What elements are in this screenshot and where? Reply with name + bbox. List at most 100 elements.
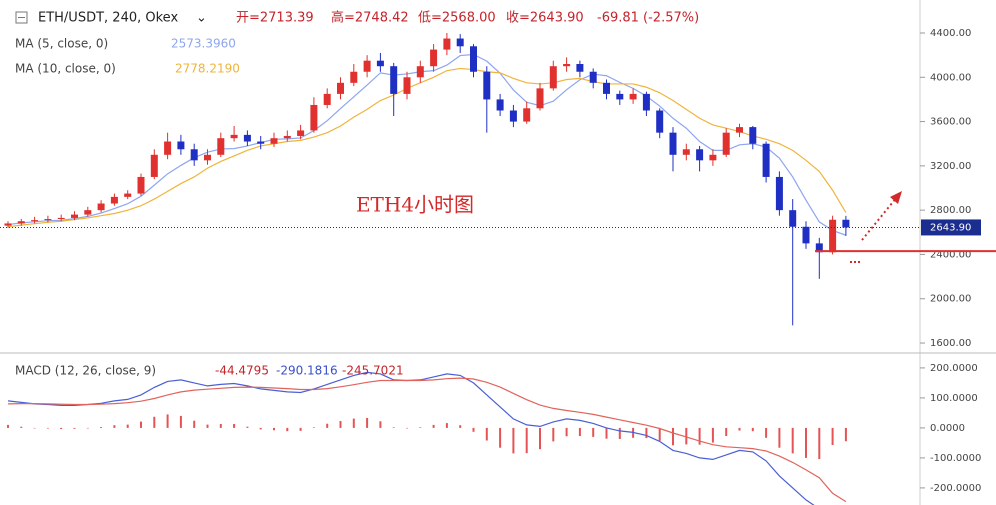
y-tick-label: 4400.00 [930,28,971,39]
candle-body [57,217,65,220]
macd-histogram-bar [539,427,541,450]
candle-body [243,134,251,142]
macd-histogram-bar [658,427,661,441]
candle-body [217,138,225,155]
macd-histogram-bar [219,424,222,428]
macd-histogram-bar [352,418,355,428]
candle-body [270,138,278,144]
candle-body [762,143,770,177]
candle-body [736,127,743,133]
macd-histogram-bar [126,424,129,428]
macd-histogram-bar [153,416,156,428]
y-tick-label: 3600.00 [930,117,971,128]
macd-histogram-bar [33,427,36,429]
macd-histogram-bar [751,427,754,432]
candle-body [775,176,783,211]
candle-body [656,110,664,133]
candle-body [204,154,211,161]
candle-body [696,149,704,161]
candle-body [642,93,650,111]
ohlc-value: 高=2748.42 [331,10,409,26]
macd-histogram-bar [20,426,23,428]
macd-histogram-bar [7,424,9,428]
macd-histogram-bar [46,427,49,429]
macd-histogram-bar [711,427,714,443]
macd-histogram-bar [100,427,103,428]
y-tick-label: 4000.00 [930,72,971,83]
macd-value: -245.7021 [342,364,404,378]
macd-histogram-bar [179,415,182,428]
candle-body [842,219,850,228]
candle-body [190,149,198,161]
candle-body [483,71,491,100]
candle-body [603,82,610,94]
candle-body [376,60,384,67]
macd-histogram-bar [578,427,581,436]
macd-histogram-bar [259,427,262,430]
macd-histogram-bar [60,427,63,430]
macd-histogram-bar [326,423,329,428]
macd-histogram-bar [379,421,382,428]
trend-arrow [850,191,902,263]
candle-body [323,93,331,105]
ohlc-value: 低=2568.00 [418,11,496,26]
macd-value: -290.1816 [276,364,338,378]
macd-histogram-bar [86,427,89,429]
candle-body [709,154,717,161]
chart-title: ETH/USDT, 240, Okex [38,11,178,26]
candle-body [536,88,544,109]
macd-histogram-bar [233,424,236,428]
macd-histogram-bar [472,427,475,432]
macd-histogram-bar [685,427,688,445]
macd-histogram-bar [592,427,595,437]
macd-histogram-bar [406,427,408,429]
ma-line [7,67,847,228]
macd-histogram-bar [844,427,847,442]
y-tick-label: 3200.00 [930,161,971,172]
candle-body [456,38,464,47]
candle-body [177,141,185,150]
ohlc-value: 开=2713.39 [236,11,314,26]
ohlc-value: 收=2643.90 [506,11,584,26]
macd-histogram-bar [445,423,448,428]
candle-body [629,93,637,100]
candle-body [815,243,823,253]
ma10-legend: MA (10, close, 0) [15,62,116,76]
dropdown-icon[interactable]: ⌄ [196,11,207,26]
candle-body [337,82,344,94]
candle-body [749,127,757,144]
ma-line [7,371,815,505]
y-tick-label: 0.0000 [930,423,965,434]
macd-histogram-bar [605,427,608,439]
ma-line [7,377,847,503]
ohlc-value: -69.81 (-2.57%) [597,11,699,26]
candle-body [496,99,504,111]
candle-body [31,220,39,222]
candle-body [722,132,730,155]
macd-histogram-bar [140,421,142,428]
annotation: ETH4小时图 [356,193,474,217]
candle-body [84,210,92,215]
candle-body [17,221,25,224]
candle-body [549,66,557,89]
macd-histogram-bar [432,424,435,428]
candle-body [669,132,677,155]
macd-histogram-bar [698,427,701,445]
macd-histogram-bar [286,427,289,432]
macd-histogram-bar [672,427,674,446]
candle-body [257,141,265,144]
macd-histogram-bar [738,427,741,431]
macd-histogram-bar [805,427,807,458]
candle-body [523,108,531,122]
macd-histogram-bar [818,427,821,460]
macd-value: -44.4795 [215,364,269,378]
candle-body [297,130,305,136]
collapse-icon[interactable] [15,11,28,24]
y-tick-label: 2000.00 [930,294,971,305]
macd-histogram-bar [193,420,196,428]
candle-body [576,64,584,72]
macd-histogram-bar [525,427,528,454]
candle-body [363,60,371,72]
macd-histogram-bar [206,424,209,428]
